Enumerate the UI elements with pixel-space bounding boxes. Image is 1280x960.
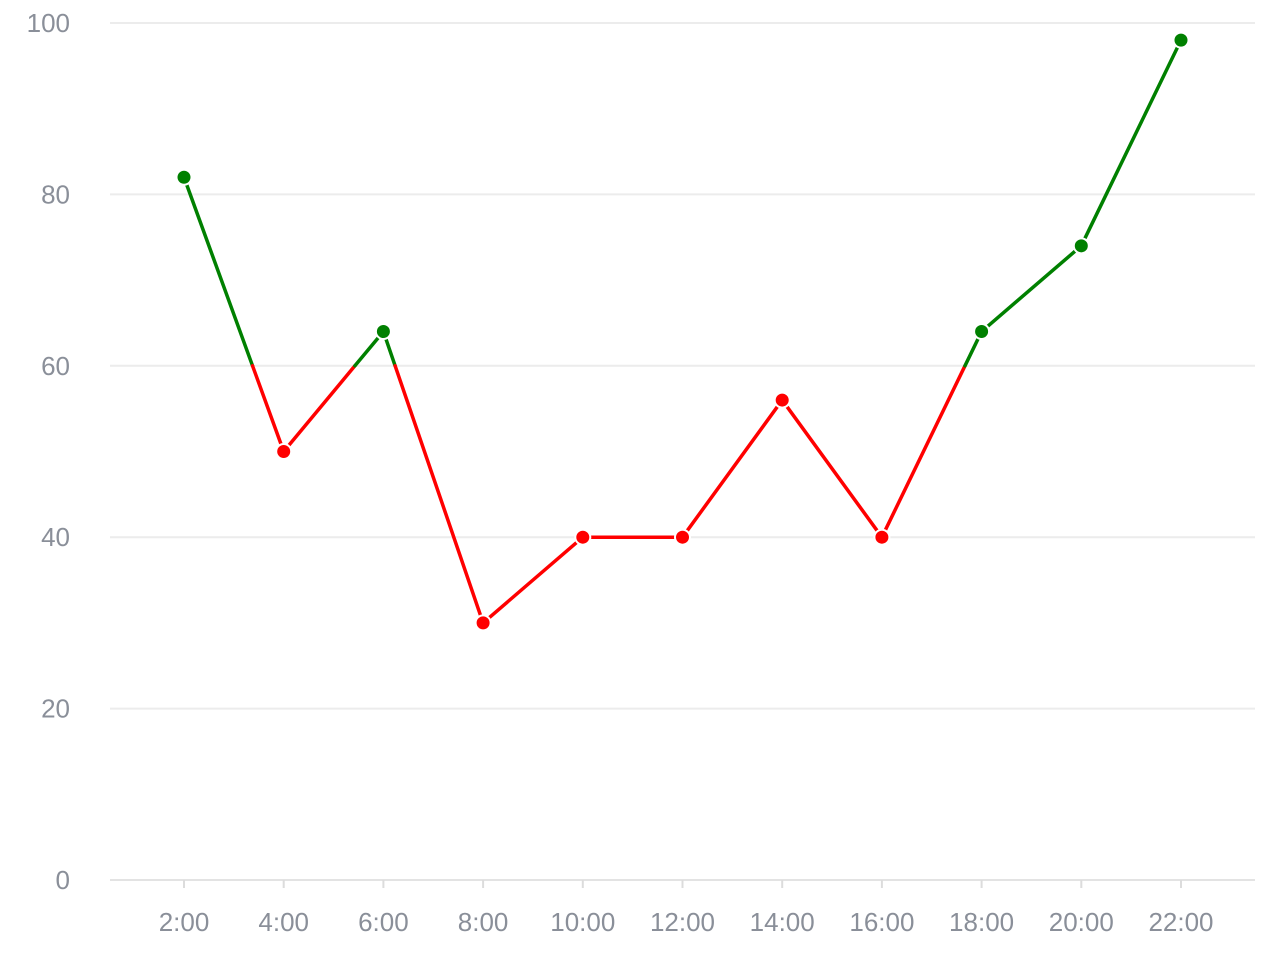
y-tick-label: 20 bbox=[41, 694, 70, 724]
y-axis-tick-labels: 0 20 40 60 80 100 bbox=[27, 8, 70, 895]
line-segment bbox=[182, 175, 255, 368]
x-tick-label: 12:00 bbox=[650, 907, 715, 937]
x-tick-label: 20:00 bbox=[1049, 907, 1114, 937]
data-point bbox=[773, 391, 791, 409]
x-tick-label: 18:00 bbox=[949, 907, 1014, 937]
y-tick-label: 60 bbox=[41, 351, 70, 381]
y-tick-label: 40 bbox=[41, 522, 70, 552]
line-segment bbox=[1079, 38, 1183, 248]
line-segment bbox=[780, 398, 884, 539]
line-segment bbox=[393, 364, 485, 625]
line-segment bbox=[680, 398, 784, 539]
x-tick-label: 16:00 bbox=[849, 907, 914, 937]
data-point bbox=[175, 168, 193, 186]
data-point bbox=[374, 323, 392, 341]
data-point bbox=[275, 443, 293, 460]
line-segment bbox=[281, 364, 357, 454]
data-point bbox=[873, 528, 891, 546]
data-point bbox=[574, 528, 592, 546]
x-tick-label: 2:00 bbox=[159, 907, 210, 937]
series-points bbox=[175, 31, 1190, 632]
data-point bbox=[474, 614, 492, 632]
y-tick-label: 100 bbox=[27, 8, 70, 38]
data-point bbox=[973, 323, 991, 341]
line-segment bbox=[880, 364, 967, 539]
gridlines bbox=[110, 22, 1255, 710]
data-point bbox=[674, 528, 691, 546]
x-tick-label: 4:00 bbox=[258, 907, 309, 937]
data-point bbox=[1172, 31, 1190, 49]
x-tick-label: 22:00 bbox=[1148, 907, 1213, 937]
line-segment bbox=[979, 244, 1084, 334]
y-tick-label: 0 bbox=[56, 865, 70, 895]
x-axis-tick-labels: 2:00 4:00 6:00 8:00 10:00 12:00 14:00 16:00 18:0… bbox=[159, 907, 1214, 937]
x-tick-label: 10:00 bbox=[550, 907, 615, 937]
line-segment bbox=[481, 535, 585, 625]
x-tick-label: 8:00 bbox=[458, 907, 509, 937]
x-tick-label: 6:00 bbox=[358, 907, 409, 937]
y-tick-label: 80 bbox=[41, 179, 70, 209]
x-tick-label: 14:00 bbox=[750, 907, 815, 937]
data-point bbox=[1072, 237, 1090, 255]
line-segment bbox=[250, 364, 286, 454]
x-axis bbox=[110, 879, 1255, 888]
